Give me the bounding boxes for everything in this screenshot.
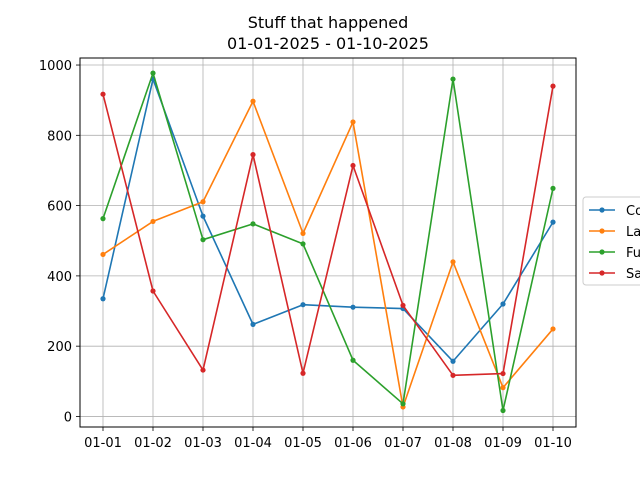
plot-area-frame — [79, 57, 577, 428]
axes: 01-01 01-02 01-03 01-04 01-05 01-06 01-07 01-08… — [39, 59, 572, 451]
data-point — [150, 288, 156, 294]
data-point — [550, 83, 556, 89]
data-point — [250, 152, 256, 158]
x-tick-label: 01-07 — [384, 436, 422, 451]
data-point — [550, 185, 556, 191]
data-point — [150, 218, 156, 225]
data-point — [450, 358, 456, 364]
legend-label: Sa — [626, 267, 640, 282]
data-point — [100, 91, 106, 97]
legend: Co La Fu Sa — [582, 196, 640, 286]
legend-label: Fu — [626, 246, 640, 261]
legend-swatch-marker — [599, 207, 605, 213]
x-tick-label: 01-08 — [434, 436, 472, 451]
y-tick-label: 400 — [47, 270, 72, 285]
x-tick-label: 01-06 — [334, 436, 372, 451]
data-point — [300, 241, 306, 247]
x-tick-label: 01-01 — [84, 436, 122, 451]
data-point — [250, 321, 256, 327]
data-point — [400, 401, 406, 407]
data-point — [100, 216, 106, 222]
data-point — [550, 219, 556, 225]
y-tick-label: 200 — [47, 340, 72, 355]
legend-label: La — [626, 225, 640, 240]
data-point — [500, 301, 506, 307]
data-point — [200, 237, 206, 243]
x-tick-label: 01-03 — [184, 436, 222, 451]
legend-label: Co — [626, 204, 640, 219]
data-point — [500, 370, 506, 377]
chart-subtitle: 01-01-2025 - 01-10-2025 — [227, 34, 429, 53]
data-point — [200, 199, 206, 205]
data-point — [100, 251, 106, 258]
y-tick-label: 800 — [47, 129, 72, 144]
data-point — [200, 213, 206, 219]
data-point — [500, 385, 506, 391]
series-line — [102, 72, 554, 412]
data-point — [100, 296, 106, 302]
data-point — [300, 230, 306, 236]
data-point — [250, 221, 256, 227]
data-point — [300, 370, 306, 376]
data-point — [400, 302, 406, 309]
y-tick-label: 1000 — [39, 59, 72, 74]
x-tick-label: 01-09 — [484, 436, 522, 451]
legend-swatch-marker — [599, 228, 605, 234]
data-point — [350, 119, 356, 125]
data-point — [450, 372, 456, 378]
x-tick-label: 01-10 — [534, 436, 572, 451]
legend-box — [582, 196, 640, 286]
data-point — [350, 162, 356, 169]
series-line — [102, 85, 554, 377]
data-point — [200, 367, 206, 373]
legend-swatch-marker — [599, 249, 605, 255]
data-point — [300, 302, 306, 308]
data-point — [450, 76, 456, 82]
legend-swatch-marker — [599, 270, 605, 276]
series-line — [102, 100, 554, 408]
x-tick-label: 01-04 — [234, 436, 272, 451]
series-line — [102, 78, 554, 363]
x-tick-label: 01-05 — [284, 436, 322, 451]
series-group — [100, 70, 556, 414]
data-point — [250, 98, 256, 104]
data-point — [450, 259, 456, 265]
chart-title: Stuff that happened — [248, 13, 409, 32]
data-point — [150, 70, 156, 76]
y-tick-label: 0 — [64, 410, 72, 425]
x-tick-label: 01-02 — [134, 436, 172, 451]
y-tick-label: 600 — [47, 200, 72, 215]
data-point — [350, 357, 356, 363]
data-point — [350, 304, 356, 310]
data-point — [550, 326, 556, 332]
data-point — [500, 407, 506, 414]
